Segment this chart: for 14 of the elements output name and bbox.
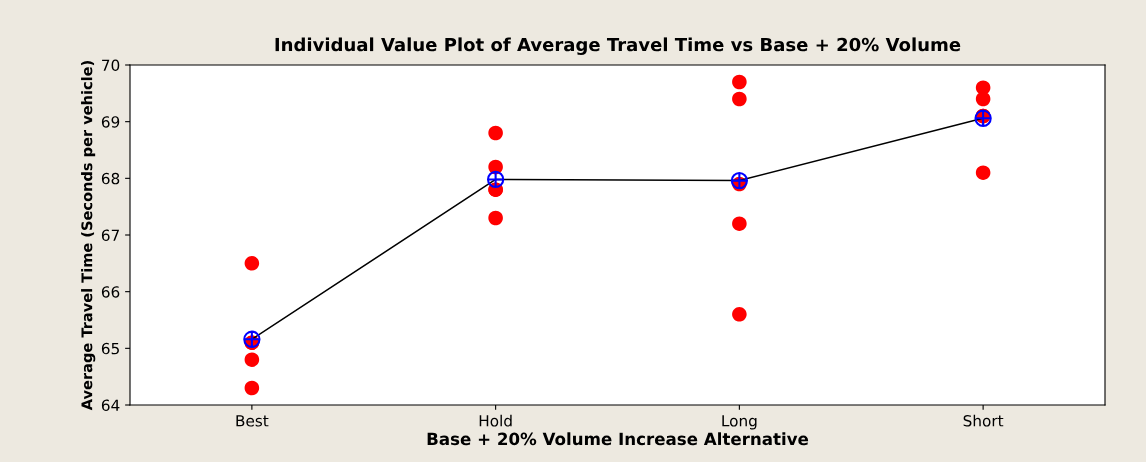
y-tick-label: 67: [101, 229, 119, 242]
y-axis-title: Average Travel Time (Seconds per vehicle): [81, 61, 96, 411]
chart-title: Individual Value Plot of Average Travel Time vs Base + 20% Volume: [275, 37, 961, 56]
y-tick-label: 68: [101, 172, 120, 185]
y-tick-label: 65: [101, 342, 119, 355]
x-tick-label: Short: [963, 414, 1004, 427]
x-tick-label: Best: [236, 415, 269, 427]
y-tick-label: 70: [102, 59, 120, 72]
x-tick-label: Hold: [479, 414, 512, 427]
x-axis-title: Base + 20% Volume Increase Alternative: [427, 432, 809, 446]
y-tick-label: 66: [101, 286, 120, 298]
x-tick-label: Long: [722, 415, 757, 430]
y-tick-label: 64: [101, 399, 120, 412]
y-tick-label: 69: [101, 116, 120, 128]
